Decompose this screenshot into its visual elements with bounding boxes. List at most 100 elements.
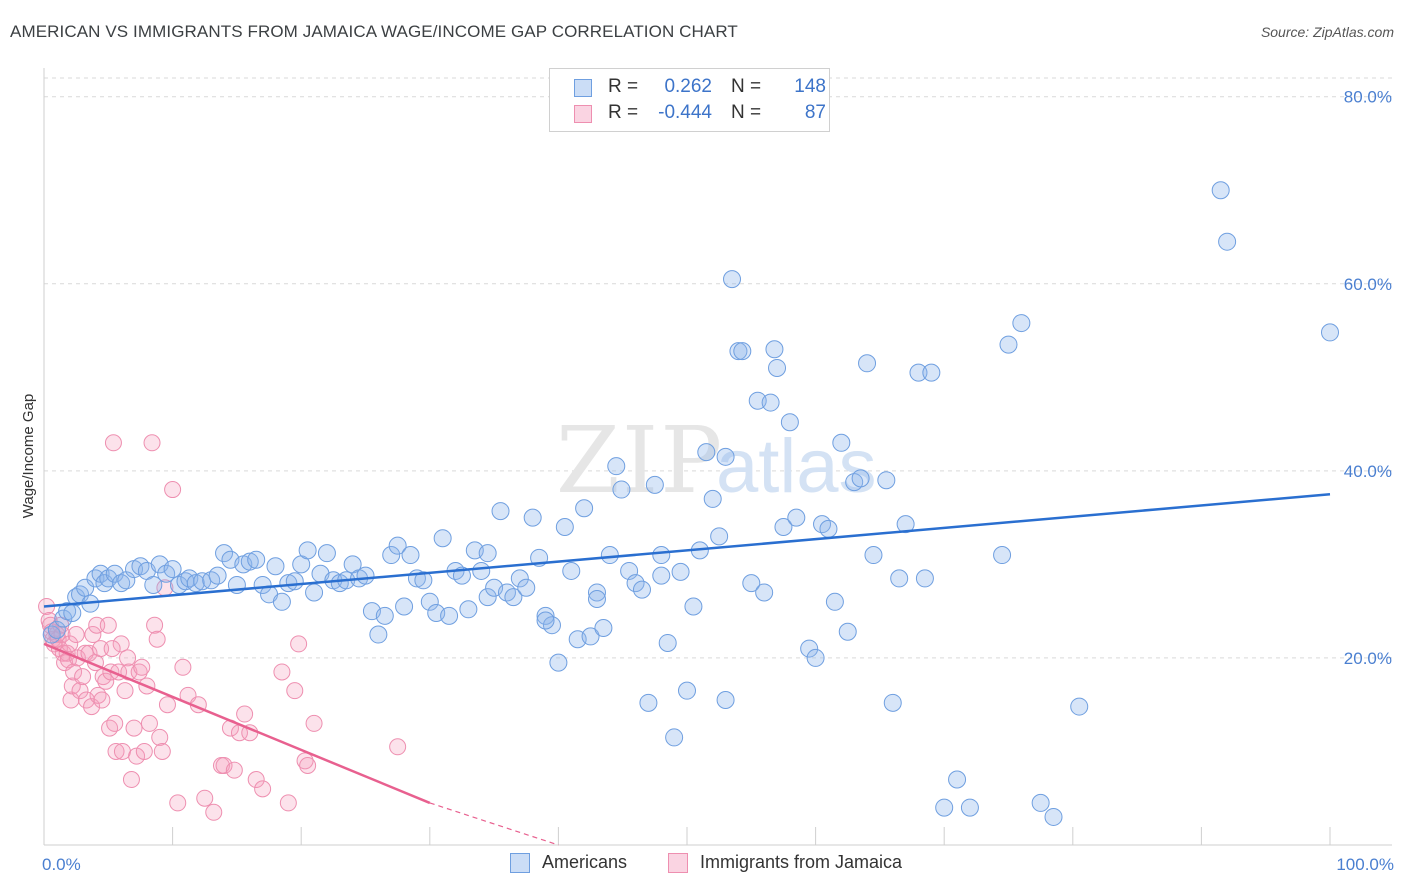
data-point-americans: [587, 589, 606, 608]
data-point-americans: [317, 544, 336, 563]
data-point-jamaica: [62, 691, 80, 709]
data-point-jamaica: [389, 738, 407, 756]
legend-n-label: N =: [731, 102, 762, 123]
legend-n-value: 87: [804, 102, 826, 123]
data-point-jamaica: [67, 626, 85, 644]
data-point-americans: [864, 546, 883, 565]
data-point-americans: [742, 574, 761, 593]
data-point-americans: [433, 529, 452, 548]
data-point-americans: [47, 620, 66, 639]
data-point-jamaica: [119, 649, 137, 667]
correlation-legend: R = 0.262 N = 148 R = -0.444 N = 87: [549, 68, 830, 132]
data-point-americans: [298, 541, 317, 560]
data-point-americans: [305, 583, 324, 602]
data-point-americans: [1321, 323, 1339, 342]
data-point-americans: [607, 457, 626, 476]
data-point-jamaica: [148, 630, 166, 648]
data-point-jamaica: [122, 771, 140, 789]
data-point-jamaica: [92, 640, 110, 658]
data-point-americans: [375, 606, 394, 625]
data-point-americans: [395, 597, 414, 616]
data-point-jamaica: [104, 434, 122, 452]
data-point-americans: [272, 592, 291, 611]
series-jamaica: [38, 434, 407, 821]
data-point-americans: [382, 546, 401, 565]
data-point-americans: [240, 552, 259, 571]
data-point-americans: [497, 583, 516, 602]
data-point-americans: [388, 536, 407, 555]
data-point-americans: [658, 633, 677, 652]
data-point-americans: [523, 508, 542, 527]
data-point-americans: [765, 340, 784, 359]
data-point-americans: [536, 606, 555, 625]
data-point-americans: [478, 544, 497, 563]
data-point-americans: [632, 580, 651, 599]
data-point-americans: [671, 562, 690, 581]
data-point-jamaica: [112, 635, 130, 653]
data-point-jamaica: [151, 728, 169, 746]
data-point-jamaica: [99, 616, 117, 634]
data-point-americans: [716, 691, 735, 710]
data-point-americans: [1218, 232, 1237, 251]
data-point-americans: [562, 561, 581, 580]
legend-n-value: 148: [794, 76, 826, 97]
data-point-americans: [774, 517, 793, 536]
data-point-americans: [1211, 181, 1230, 200]
data-point-jamaica: [133, 658, 151, 676]
data-point-americans: [63, 604, 82, 623]
legend-r-label: R =: [608, 102, 639, 123]
data-point-jamaica: [65, 663, 83, 681]
chart-source: Source: ZipAtlas.com: [1260, 24, 1394, 40]
data-point-americans: [755, 583, 774, 602]
y-tick-labels: 20.0% 40.0% 60.0% 80.0%: [1344, 88, 1392, 668]
x-tick-labels: 0.0% 100.0%: [42, 855, 1394, 874]
data-point-americans: [838, 622, 857, 641]
data-point-americans: [491, 502, 510, 521]
data-point-americans: [832, 433, 851, 452]
data-point-jamaica: [164, 481, 182, 499]
data-point-americans: [858, 354, 877, 373]
data-point-americans: [806, 648, 825, 667]
data-point-americans: [678, 681, 696, 700]
data-point-americans: [896, 515, 915, 534]
data-point-americans: [780, 413, 799, 432]
data-point-americans: [131, 557, 150, 576]
data-point-americans: [279, 574, 298, 593]
data-point-jamaica: [103, 640, 121, 658]
y-tick-label: 80.0%: [1344, 88, 1392, 107]
data-point-americans: [716, 447, 735, 466]
data-point-americans: [144, 575, 163, 594]
data-point-jamaica: [74, 668, 92, 686]
data-point-jamaica: [143, 434, 161, 452]
data-point-americans: [157, 564, 176, 583]
data-point-americans: [163, 560, 182, 579]
data-point-jamaica: [146, 616, 164, 634]
data-point-americans: [877, 471, 896, 490]
data-point-americans: [948, 770, 967, 789]
data-point-americans: [652, 546, 671, 565]
data-point-jamaica: [153, 742, 171, 760]
data-point-americans: [890, 569, 909, 588]
series-americans: [42, 181, 1339, 826]
axes: [43, 68, 1392, 846]
bottom-legend-swatch-americans: [510, 853, 530, 873]
y-tick-label: 40.0%: [1344, 462, 1392, 481]
data-point-americans: [993, 546, 1012, 565]
data-point-americans: [733, 342, 752, 361]
data-point-americans: [665, 728, 684, 747]
data-point-jamaica: [93, 691, 111, 709]
data-point-jamaica: [225, 761, 243, 779]
data-point-americans: [1031, 793, 1050, 812]
data-point-americans: [478, 588, 497, 607]
data-point-jamaica: [174, 658, 192, 676]
data-point-americans: [575, 499, 594, 518]
trend-line-jamaica-extension: [429, 802, 559, 846]
data-point-americans: [76, 578, 95, 597]
data-point-americans: [813, 515, 832, 534]
data-point-americans: [215, 544, 234, 563]
y-tick-label: 60.0%: [1344, 275, 1392, 294]
data-point-americans: [819, 519, 838, 538]
data-point-jamaica: [97, 672, 115, 690]
legend-r-value: -0.444: [658, 102, 712, 123]
